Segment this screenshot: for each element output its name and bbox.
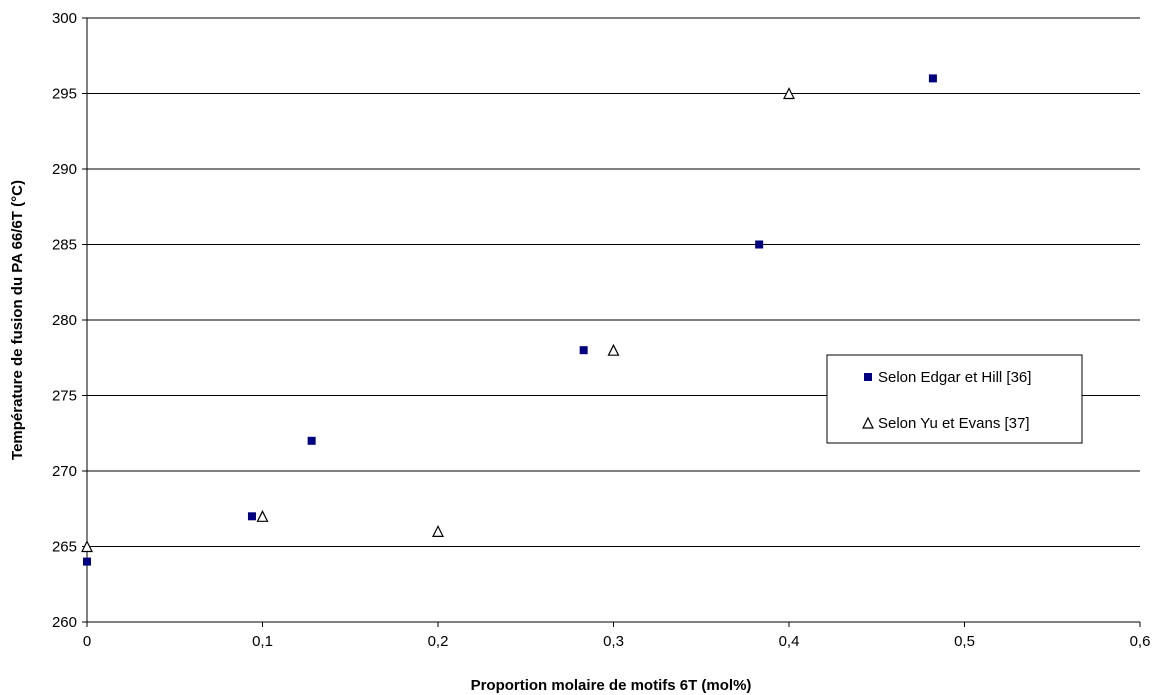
legend-marker-series-1: [864, 373, 872, 381]
x-axis-title: Proportion molaire de motifs 6T (mol%): [471, 677, 752, 694]
x-tick-label: 0: [83, 633, 91, 650]
y-tick-label: 270: [52, 463, 77, 480]
data-point-series-2: [783, 87, 795, 100]
y-tick-label: 285: [52, 237, 77, 254]
legend: Selon Edgar et Hill [36] Selon Yu et Evan…: [826, 354, 1083, 444]
axes: [82, 17, 1141, 627]
x-tick-label: 0,6: [1130, 633, 1151, 650]
data-point-series-2: [81, 540, 93, 553]
y-tick-label: 260: [52, 614, 77, 631]
data-point-series-1: [755, 240, 764, 249]
y-tick-label: 300: [52, 10, 77, 27]
data-point-series-1: [83, 557, 91, 566]
y-tick-label: 295: [52, 86, 77, 103]
y-tick-label: 275: [52, 388, 77, 405]
data-point-series-1: [579, 346, 588, 355]
y-tick-label: 290: [52, 161, 77, 178]
legend-label: Selon Edgar et Hill [36]: [878, 369, 1031, 386]
x-tick-labels: 0 0,1 0,2 0,3 0,4 0,5 0,6: [83, 633, 1151, 650]
legend-label: Selon Yu et Evans [37]: [878, 415, 1030, 432]
data-point-series-2: [256, 509, 269, 522]
y-tick-labels: 260 265 270 275 280 285 290 295 300: [52, 10, 77, 631]
data-point-series-1: [247, 512, 256, 521]
data-point-series-2: [607, 343, 620, 356]
x-tick-label: 0,2: [428, 633, 449, 650]
legend-marker-series-2: [862, 416, 874, 429]
y-tick-label: 280: [52, 312, 77, 329]
y-tick-label: 265: [52, 539, 77, 556]
data-point-series-2: [432, 525, 444, 538]
y-axis-title: Température de fusion du PA 66/6T (°C): [9, 180, 26, 460]
x-tick-label: 0,5: [954, 633, 975, 650]
x-tick-label: 0,1: [252, 633, 273, 650]
data-point-series-1: [307, 436, 316, 445]
data-point-series-1: [928, 74, 937, 83]
data-points: [81, 74, 937, 566]
x-tick-label: 0,3: [603, 633, 624, 650]
x-tick-label: 0,4: [779, 633, 800, 650]
grid: [87, 17, 1140, 547]
